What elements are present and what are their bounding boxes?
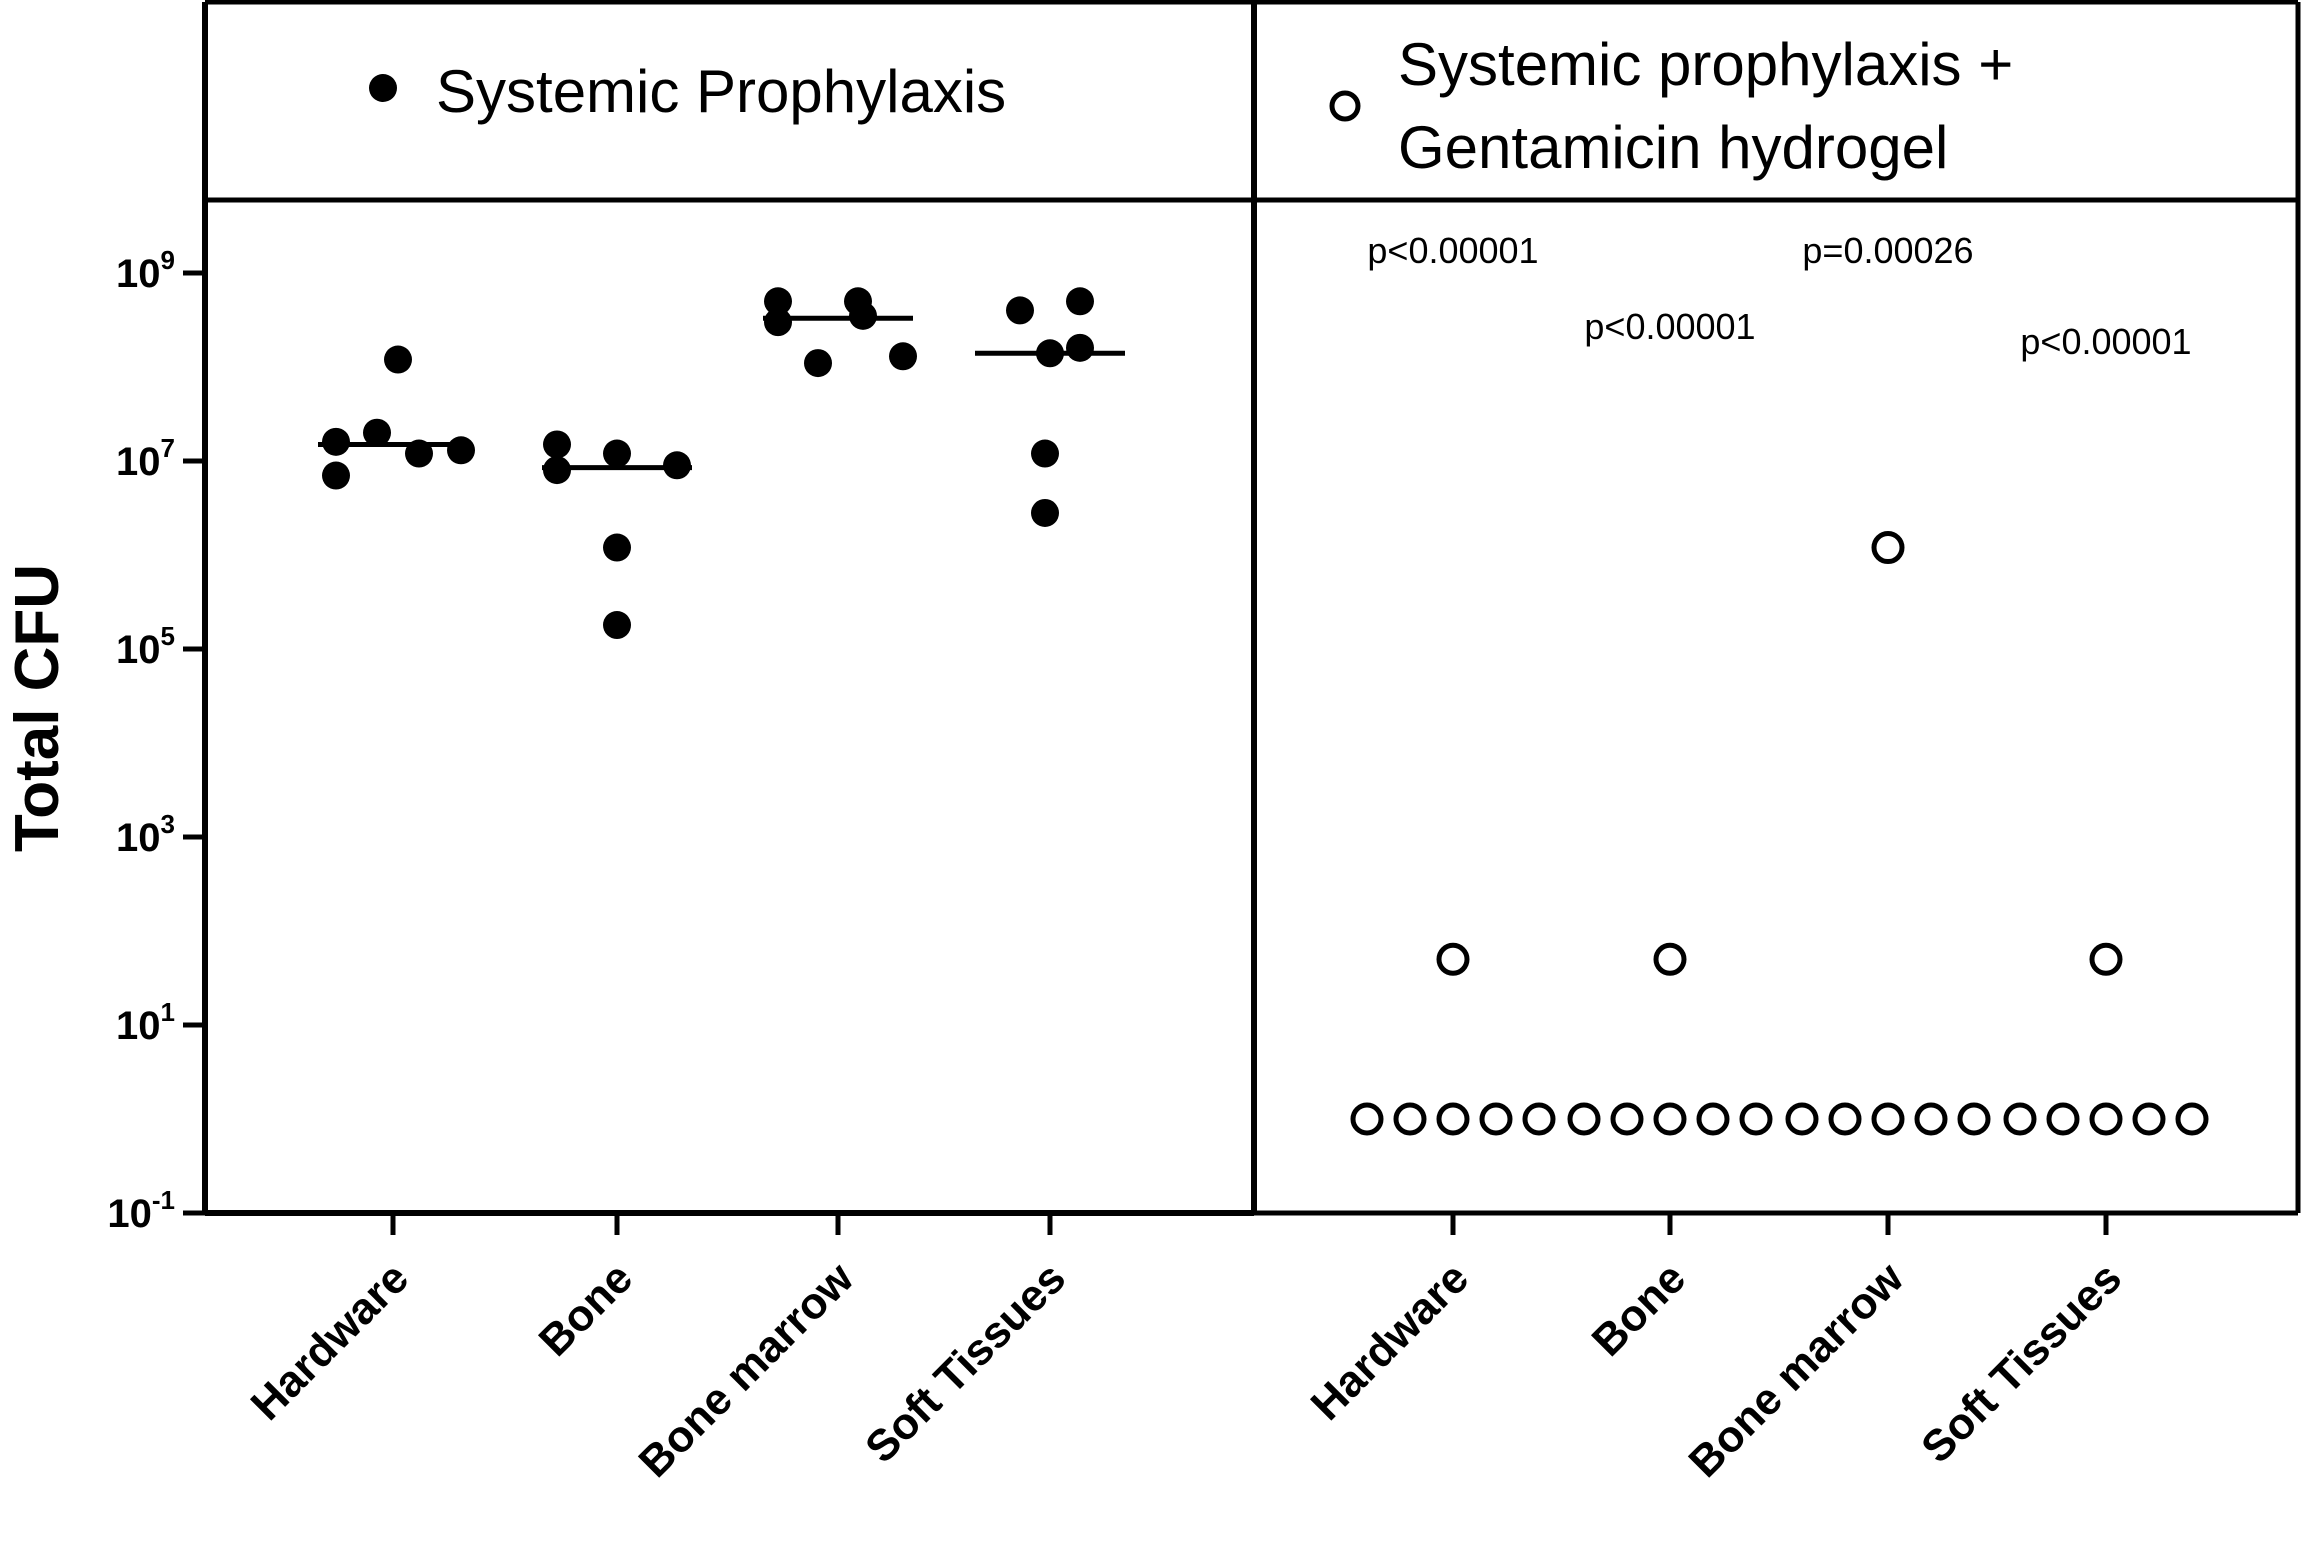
- y-tick-label: 10-1: [107, 1185, 175, 1236]
- y-tick-label: 103: [116, 809, 175, 860]
- y-tick-label: 109: [116, 245, 175, 296]
- data-point-open: [1436, 1102, 1470, 1136]
- y-axis-label: Total CFU: [3, 564, 72, 852]
- data-point-open: [1653, 942, 1687, 976]
- data-point-open: [2003, 1102, 2037, 1136]
- legend-text: Systemic Prophylaxis: [436, 58, 1006, 125]
- data-point-filled: [1006, 296, 1034, 325]
- data-point-filled: [1066, 333, 1094, 362]
- data-point-open: [2089, 942, 2123, 976]
- panel-systemic-plus-hydrogel: Systemic prophylaxis + Gentamicin hydroge…: [1302, 31, 2209, 1487]
- y-tick-label: 101: [116, 997, 175, 1048]
- data-point-open: [1739, 1102, 1773, 1136]
- data-point-filled: [543, 430, 571, 459]
- x-tick-label: Hardware: [242, 1253, 418, 1429]
- data-point-open: [1479, 1102, 1513, 1136]
- data-point-open: [1871, 531, 1905, 565]
- data-point-filled: [447, 436, 475, 465]
- data-point-filled: [764, 287, 792, 316]
- p-value-label: p=0.00026: [1802, 230, 1973, 271]
- data-point-open: [1785, 1102, 1819, 1136]
- data-point-open: [1914, 1102, 1948, 1136]
- data-point-open: [1436, 942, 1470, 976]
- x-tick-label: Soft Tissues: [856, 1253, 1075, 1472]
- data-point-filled: [764, 308, 792, 337]
- x-tick-label: Soft Tissues: [1912, 1253, 2131, 1472]
- p-value-label: p<0.00001: [2020, 321, 2191, 362]
- data-point-filled: [844, 287, 872, 316]
- legend-text: Systemic prophylaxis +: [1398, 31, 2013, 98]
- panel-frames: [205, 0, 2301, 1216]
- data-point-open: [1871, 1102, 1905, 1136]
- data-point-open: [1610, 1102, 1644, 1136]
- data-point-open: [1522, 1102, 1556, 1136]
- data-point-filled: [322, 461, 350, 490]
- y-tick-label: 105: [116, 621, 175, 672]
- data-point-filled: [384, 345, 412, 374]
- y-axis: 109 107 105 103 101 10-1 Total CFU: [3, 2, 208, 1236]
- data-point-filled: [322, 427, 350, 456]
- x-tick-label: Bone marrow: [630, 1253, 864, 1487]
- x-tick-label: Bone: [530, 1253, 642, 1365]
- data-point-filled: [603, 533, 631, 562]
- y-tick-label: 107: [116, 433, 175, 484]
- legend-marker-filled: [369, 74, 397, 102]
- data-point-filled: [1031, 498, 1059, 527]
- x-tick-label: Bone marrow: [1680, 1253, 1914, 1487]
- data-point-filled: [603, 611, 631, 640]
- data-point-filled: [1066, 287, 1094, 316]
- data-point-open: [1653, 1102, 1687, 1136]
- data-point-filled: [889, 342, 917, 371]
- x-tick-label: Hardware: [1302, 1253, 1478, 1429]
- p-value-label: p<0.00001: [1367, 230, 1538, 271]
- data-point-filled: [804, 349, 832, 378]
- data-point-open: [1696, 1102, 1730, 1136]
- data-point-open: [2132, 1102, 2166, 1136]
- data-point-open: [1350, 1102, 1384, 1136]
- data-point-open: [1567, 1102, 1601, 1136]
- legend-text: Gentamicin hydrogel: [1398, 114, 1948, 181]
- data-point-open: [2046, 1102, 2080, 1136]
- x-tick-label: Bone: [1583, 1253, 1695, 1365]
- data-point-open: [1828, 1102, 1862, 1136]
- data-point-open: [2175, 1102, 2209, 1136]
- data-point-open: [2089, 1102, 2123, 1136]
- data-point-open: [1957, 1102, 1991, 1136]
- legend-marker-open: [1329, 90, 1361, 122]
- data-point-filled: [363, 418, 391, 447]
- data-point-filled: [603, 439, 631, 468]
- data-point-filled: [1031, 439, 1059, 468]
- p-value-label: p<0.00001: [1584, 306, 1755, 347]
- data-point-open: [1393, 1102, 1427, 1136]
